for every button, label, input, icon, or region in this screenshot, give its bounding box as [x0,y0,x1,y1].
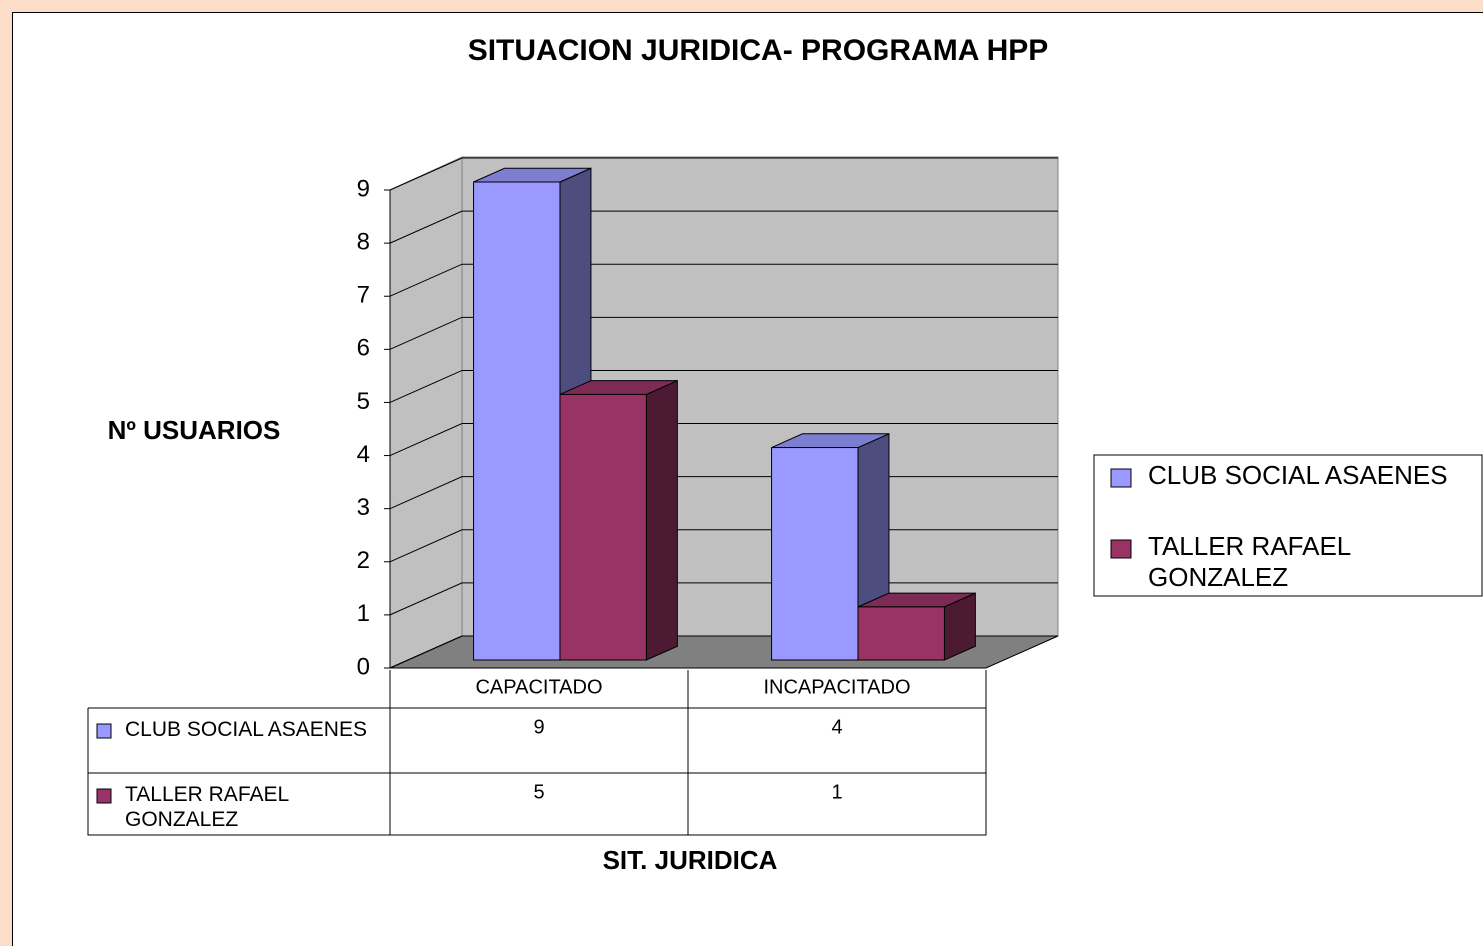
bar-side [645,379,678,661]
bar [473,181,561,661]
y-tick-label: 5 [357,388,370,415]
y-tick-label: 9 [357,175,370,202]
table-swatch [96,788,112,804]
grid-line [389,369,1058,403]
table-value: 9 [533,716,544,738]
y-tick-label: 3 [357,494,370,521]
y-tick-label: 0 [357,653,370,680]
legend-swatch [1110,468,1132,488]
grid-line [389,263,1058,297]
grid-line [389,210,1058,244]
table-value: 1 [831,781,842,803]
legend-swatch [1110,539,1132,559]
y-tick-label: 2 [357,547,370,574]
x-tick-label: CAPACITADO [475,676,602,698]
y-tick-label: 8 [357,228,370,255]
table-border [87,708,390,836]
table-swatch [96,723,112,739]
y-tick-label: 7 [357,282,370,309]
grid-line [389,157,1058,191]
y-tick-label: 6 [357,335,370,362]
legend-label: TALLER RAFAEL GONZALEZ [1148,531,1351,593]
x-tick-label: INCAPACITADO [763,676,910,698]
bar [771,447,859,661]
table-row-label: TALLER RAFAEL GONZALEZ [125,783,289,832]
table-row-label: CLUB SOCIAL ASAENES [125,718,367,741]
chart-title: SITUACION JURIDICA- PROGRAMA HPP [468,34,1049,67]
y-tick-label: 4 [357,441,370,468]
y-tick-label: 1 [357,600,370,627]
legend-label: CLUB SOCIAL ASAENES [1148,460,1448,490]
legend-box [1093,454,1483,597]
bar [559,393,647,661]
table-value: 5 [533,781,544,803]
table-value: 4 [831,716,842,738]
y-axis-label: Nº USUARIOS [108,415,281,445]
grid-line [389,423,1058,457]
side-wall [389,156,463,669]
grid-line [389,316,1058,350]
x-axis-label: SIT. JURIDICA [603,845,778,875]
bar [857,606,945,661]
